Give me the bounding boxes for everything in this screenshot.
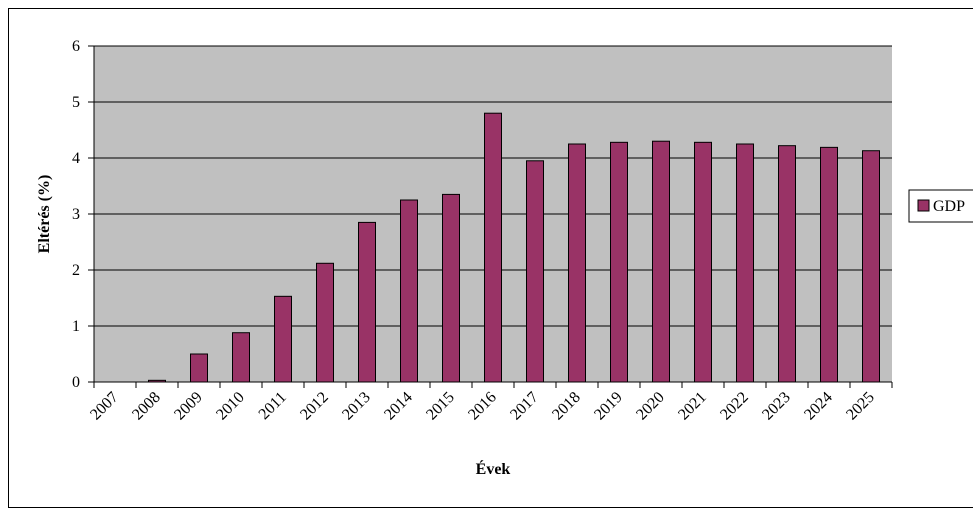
y-tick-label: 0 <box>72 374 80 391</box>
y-tick-label: 4 <box>72 150 80 167</box>
x-tick-label: 2014 <box>381 389 416 424</box>
y-tick-label: 1 <box>72 318 80 335</box>
x-tick-label: 2010 <box>213 389 248 424</box>
bar-2018 <box>568 143 586 383</box>
x-tick-label: 2012 <box>297 389 332 424</box>
y-axis-title: Eltérés (%) <box>36 175 53 254</box>
y-tick-label: 2 <box>72 262 80 279</box>
bar-series <box>148 112 880 383</box>
x-tick-label: 2020 <box>633 389 668 424</box>
bar-2015 <box>442 193 460 383</box>
x-tick-label: 2019 <box>591 389 626 424</box>
bar-2016 <box>484 112 502 383</box>
bar-chart: 0 1 2 3 4 5 6 2007 2008 2009 2010 2011 2012 2013 2014… <box>36 38 973 478</box>
x-tick-label: 2023 <box>759 389 794 424</box>
bar-2020 <box>652 140 670 383</box>
y-tick-label: 6 <box>72 38 80 55</box>
bar-2013 <box>358 221 376 383</box>
bar-2021 <box>694 141 712 383</box>
bar-2011 <box>274 295 292 383</box>
y-tick-labels: 0 1 2 3 4 5 6 <box>72 38 94 391</box>
legend: GDP <box>908 189 973 223</box>
y-tick-label: 3 <box>72 206 80 223</box>
bar-2012 <box>316 262 334 383</box>
bar-2023 <box>778 145 796 383</box>
bar-2024 <box>820 146 838 383</box>
x-tick-labels: 2007 2008 2009 2010 2011 2012 2013 2014 2015 2016… <box>87 382 893 424</box>
x-tick-label: 2018 <box>549 389 584 424</box>
x-tick-label: 2013 <box>339 389 374 424</box>
x-tick-label: 2021 <box>675 389 710 424</box>
y-tick-label: 5 <box>72 94 80 111</box>
legend-swatch <box>917 199 930 212</box>
x-tick-label: 2007 <box>87 389 122 424</box>
bar-2019 <box>610 141 628 383</box>
x-tick-label: 2022 <box>717 389 752 424</box>
x-tick-label: 2015 <box>423 389 458 424</box>
x-tick-label: 2016 <box>465 389 500 424</box>
x-tick-label: 2025 <box>843 389 878 424</box>
bar-2009 <box>190 353 208 383</box>
bar-2025 <box>862 150 880 383</box>
x-tick-label: 2024 <box>801 389 836 424</box>
bar-2017 <box>526 160 544 383</box>
x-tick-label: 2009 <box>171 389 206 424</box>
legend-label: GDP <box>933 198 965 215</box>
x-tick-label: 2008 <box>129 389 164 424</box>
bar-2014 <box>400 199 418 383</box>
x-tick-label: 2017 <box>507 389 542 424</box>
x-axis-title: Évek <box>476 459 511 478</box>
bar-2010 <box>232 332 250 383</box>
x-tick-label: 2011 <box>256 389 290 423</box>
bar-2022 <box>736 143 754 383</box>
